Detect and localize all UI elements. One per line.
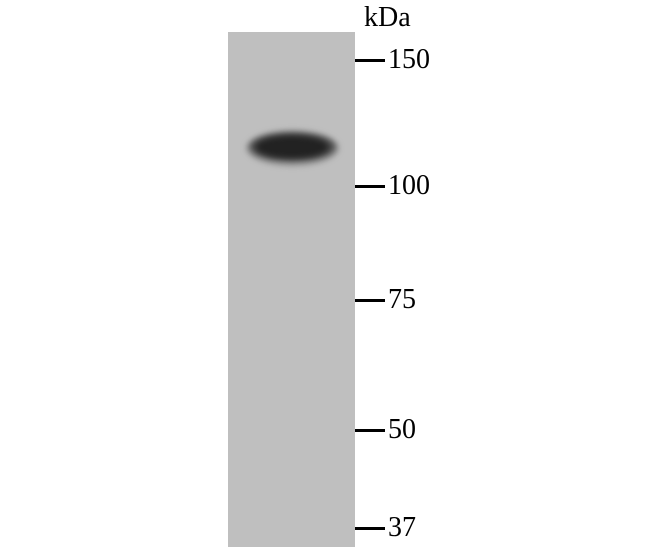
blot-lane [228,32,355,547]
marker-label-75: 75 [388,284,416,316]
western-blot-figure: kDa 150 100 75 50 37 [0,0,650,554]
marker-label-150: 150 [388,44,430,76]
marker-tick-150 [355,59,385,62]
marker-label-100: 100 [388,170,430,202]
unit-label-kda: kDa [364,2,411,34]
marker-label-37: 37 [388,512,416,544]
marker-tick-37 [355,527,385,530]
marker-tick-100 [355,185,385,188]
marker-tick-50 [355,429,385,432]
protein-band-core [256,136,328,158]
marker-tick-75 [355,299,385,302]
marker-label-50: 50 [388,414,416,446]
